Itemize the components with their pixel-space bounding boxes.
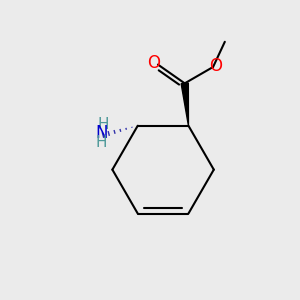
- Text: N: N: [95, 124, 108, 142]
- Text: O: O: [147, 54, 160, 72]
- Polygon shape: [181, 83, 188, 126]
- Text: H: H: [98, 117, 109, 132]
- Text: H: H: [96, 135, 107, 150]
- Text: O: O: [209, 57, 222, 75]
